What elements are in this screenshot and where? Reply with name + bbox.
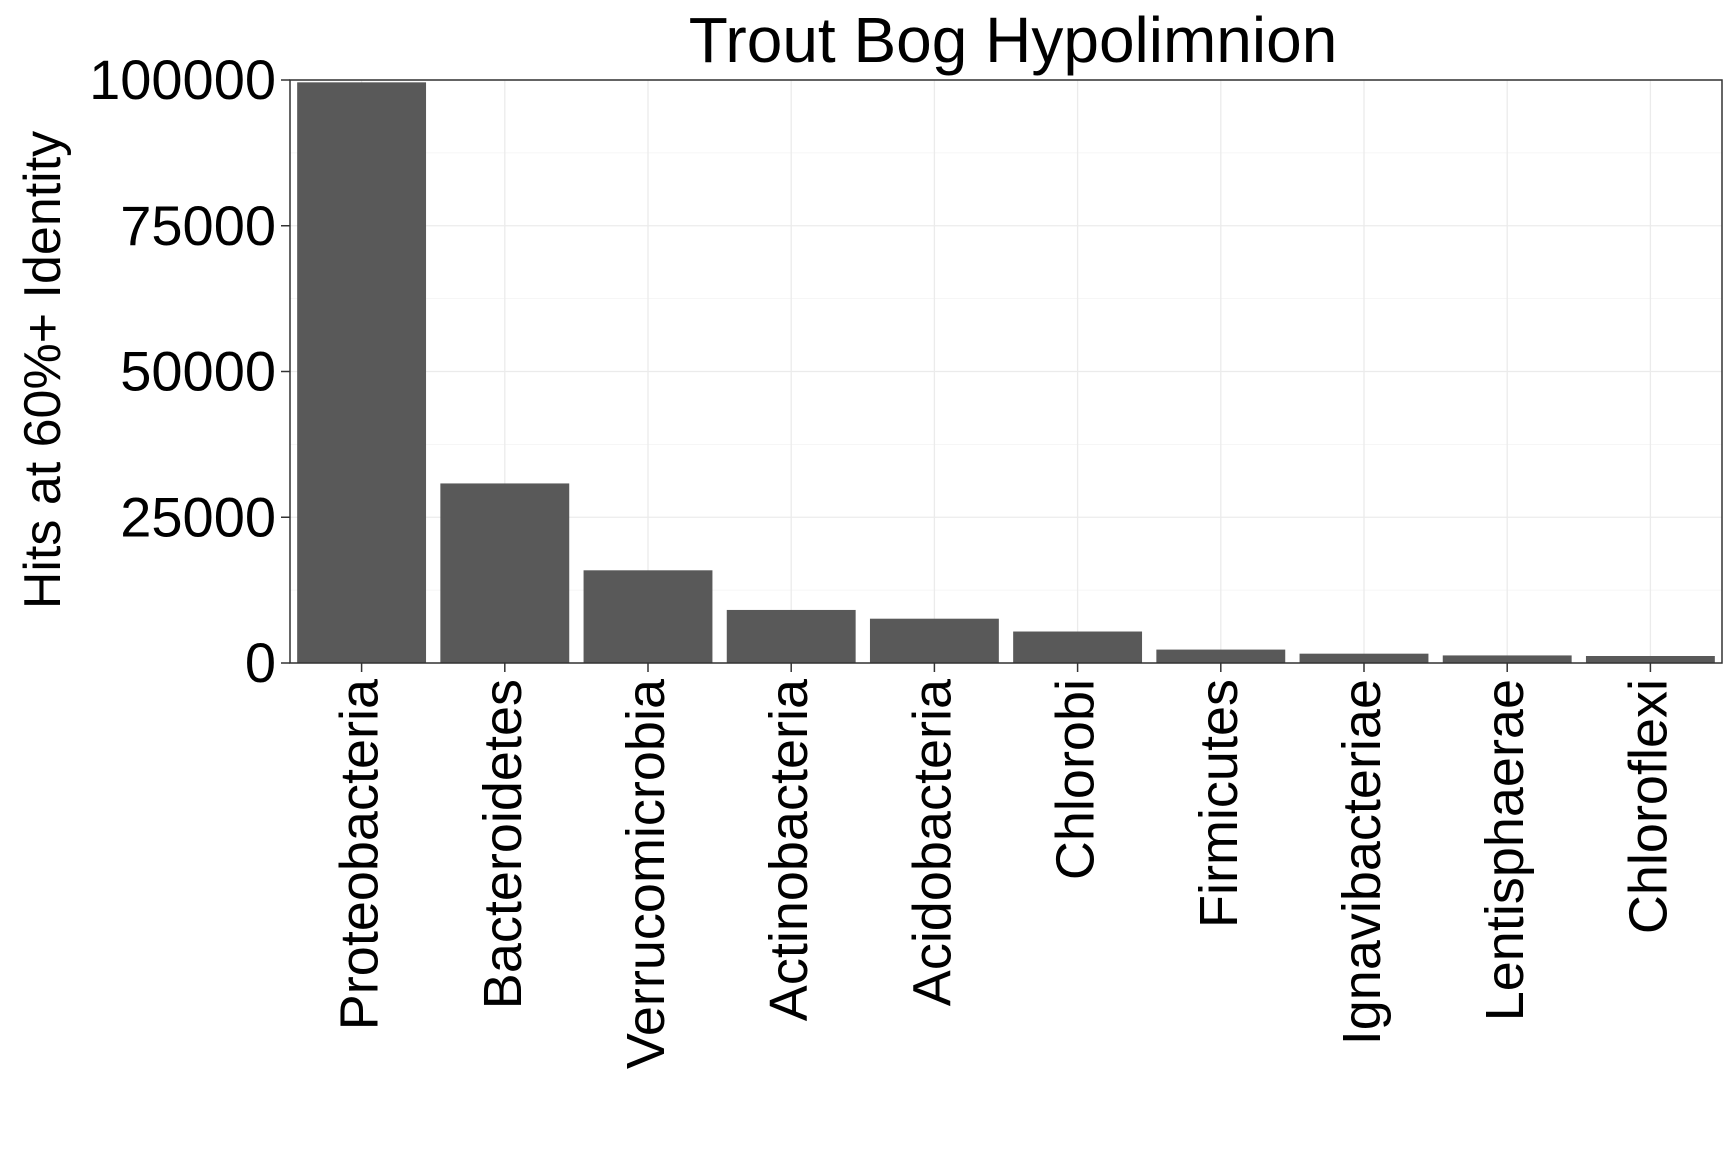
bar-actinobacteria xyxy=(726,609,856,663)
x-tick-label: Firmicutes xyxy=(1189,679,1249,928)
bar-firmicutes xyxy=(1156,649,1286,663)
y-tick-label: 100000 xyxy=(89,48,276,111)
x-tick-label: Verrucomicrobia xyxy=(616,678,676,1069)
bar-lentisphaerae xyxy=(1442,655,1572,663)
y-axis-label: Hits at 60%+ Identity xyxy=(14,131,72,609)
x-tick-label: Lentisphaerae xyxy=(1475,679,1535,1021)
x-tick-label: Chlorobi xyxy=(1046,679,1106,880)
x-tick-label: Ignavibacteriae xyxy=(1332,679,1392,1045)
x-tick-labels: Proteobacteria Bacteroidetes Verrucomicrob… xyxy=(330,678,1679,1069)
bar-chloroflexi xyxy=(1585,656,1715,663)
y-tick-label: 50000 xyxy=(120,340,276,403)
bars-layer xyxy=(297,82,1715,663)
bar-acidobacteria xyxy=(869,618,999,663)
chart-title: Trout Bog Hypolimnion xyxy=(689,4,1338,76)
x-tick-label: Chloroflexi xyxy=(1618,679,1678,934)
x-tick-label: Bacteroidetes xyxy=(473,679,533,1009)
x-tick-label: Acidobacteria xyxy=(902,678,962,1006)
y-tick-label: 0 xyxy=(245,631,276,694)
x-tick-label: Actinobacteria xyxy=(759,678,819,1021)
bar-bacteroidetes xyxy=(440,483,570,663)
y-tick-label: 75000 xyxy=(120,194,276,257)
ticks-layer xyxy=(281,79,1652,672)
bar-chlorobi xyxy=(1013,631,1143,663)
bar-verrucomicrobia xyxy=(583,570,713,663)
bar-ignavibacteriae xyxy=(1299,653,1429,663)
x-tick-label: Proteobacteria xyxy=(330,678,390,1030)
y-tick-label: 25000 xyxy=(120,485,276,548)
bar-proteobacteria xyxy=(297,82,427,663)
y-tick-labels: 0 25000 50000 75000 100000 xyxy=(89,48,276,694)
